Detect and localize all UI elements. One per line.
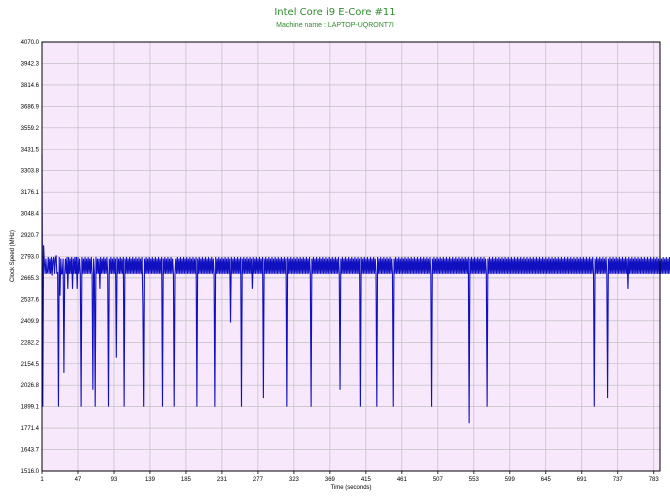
y-tick-label: 2537.6 bbox=[21, 297, 40, 303]
x-tick-label: 47 bbox=[75, 477, 82, 483]
y-tick-label: 1516.0 bbox=[21, 469, 40, 475]
x-tick-label: 507 bbox=[433, 477, 444, 483]
y-tick-label: 3559.2 bbox=[21, 126, 40, 132]
y-tick-label: 2793.0 bbox=[21, 255, 40, 261]
y-tick-label: 1643.7 bbox=[21, 448, 40, 454]
x-tick-label: 369 bbox=[325, 477, 336, 483]
y-axis-label: Clock Speed (MHz) bbox=[10, 230, 16, 282]
y-tick-label: 3814.6 bbox=[21, 83, 40, 89]
y-tick-label: 2026.8 bbox=[21, 383, 40, 389]
y-tick-label: 2282.2 bbox=[21, 340, 40, 346]
x-tick-label: 185 bbox=[181, 477, 192, 483]
y-tick-label: 3942.3 bbox=[21, 61, 40, 67]
y-tick-label: 2665.3 bbox=[21, 276, 40, 282]
x-tick-label: 323 bbox=[289, 477, 300, 483]
y-tick-label: 3303.8 bbox=[21, 169, 40, 175]
x-tick-label: 553 bbox=[469, 477, 480, 483]
x-axis-ticks: 1 47 93 139 185 231 277 323 369 415 461 507 553 599 64… bbox=[40, 471, 659, 483]
chart-subtitle: Machine name : LAPTOP-UQRONT7I bbox=[276, 22, 394, 29]
y-tick-label: 2409.9 bbox=[21, 319, 40, 325]
x-tick-label: 139 bbox=[145, 477, 156, 483]
y-tick-label: 3431.5 bbox=[21, 147, 40, 153]
x-tick-label: 231 bbox=[217, 477, 228, 483]
y-tick-label: 3048.4 bbox=[21, 212, 40, 218]
x-tick-label: 93 bbox=[111, 477, 118, 483]
y-tick-label: 2154.5 bbox=[21, 362, 40, 368]
grid-lines bbox=[41, 41, 660, 472]
x-tick-label: 277 bbox=[253, 477, 264, 483]
y-tick-label: 3176.1 bbox=[21, 190, 40, 196]
chart-title: Intel Core i9 E-Core #11 bbox=[274, 7, 395, 18]
x-tick-label: 783 bbox=[649, 477, 660, 483]
x-tick-label: 415 bbox=[361, 477, 372, 483]
y-tick-label: 1899.1 bbox=[21, 405, 40, 411]
x-tick-label: 461 bbox=[397, 477, 408, 483]
x-tick-label: 691 bbox=[577, 477, 588, 483]
x-axis-label: Time (seconds) bbox=[330, 485, 371, 491]
y-tick-label: 4070.0 bbox=[21, 40, 40, 46]
y-axis-ticks: 4070.0 3942.3 3814.6 3686.9 3559.2 3431.5 3303… bbox=[21, 40, 40, 475]
y-tick-label: 2920.7 bbox=[21, 233, 40, 239]
y-tick-label: 3686.9 bbox=[21, 104, 40, 110]
plot-border bbox=[41, 41, 661, 472]
x-tick-label: 645 bbox=[541, 477, 552, 483]
y-tick-label: 1771.4 bbox=[21, 426, 40, 432]
x-tick-label: 737 bbox=[613, 477, 624, 483]
x-tick-label: 599 bbox=[505, 477, 516, 483]
x-tick-label: 1 bbox=[40, 477, 44, 483]
series-line-clock-speed bbox=[41, 154, 670, 424]
